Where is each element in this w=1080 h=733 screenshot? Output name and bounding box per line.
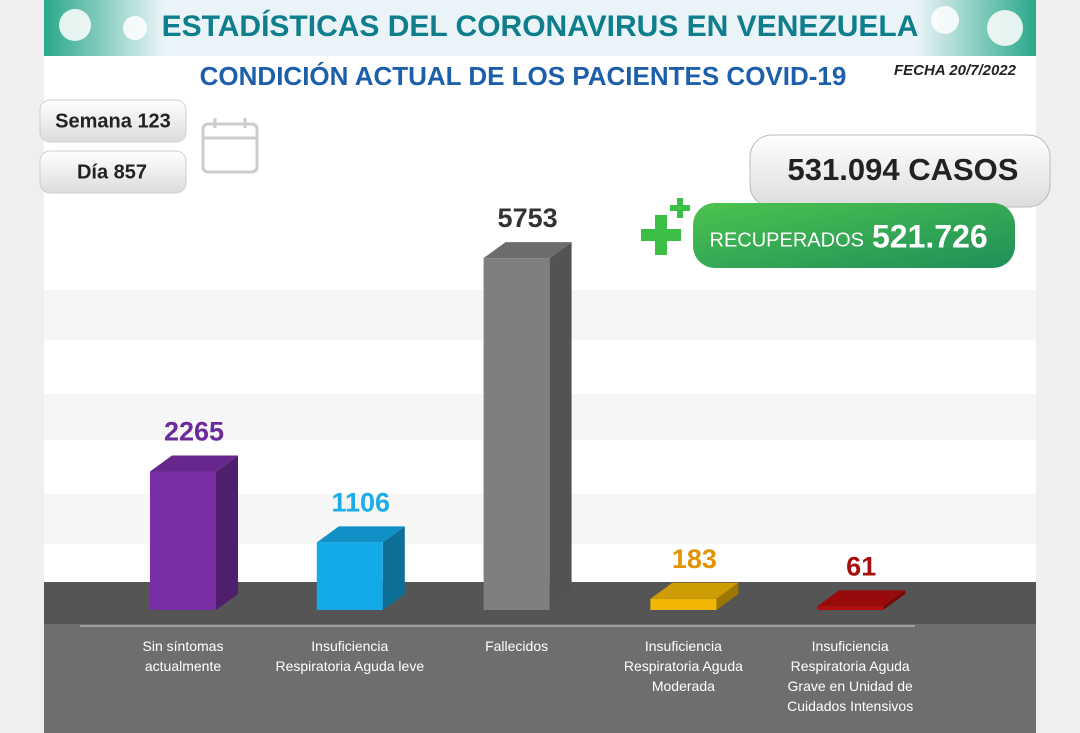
cases: 531.094 CASOS (788, 152, 1019, 187)
bar-top (817, 590, 906, 607)
value-label: 2265 (164, 417, 224, 447)
category-label: Insuficiencia Respiratoria Aguda Moderad… (623, 638, 743, 694)
date: FECHA 20/7/2022 (894, 62, 1017, 79)
label-area (44, 624, 1036, 733)
recovered-label: RECUPERADOS (710, 229, 864, 251)
banner (44, 0, 1036, 56)
recovered-badge (693, 203, 1015, 268)
category-label: Sin síntomas actualmente (142, 638, 224, 674)
recovered: 521.726 (872, 218, 988, 254)
bar (316, 542, 383, 610)
bar-top (650, 582, 739, 599)
bar-side (549, 242, 572, 611)
bar (483, 258, 550, 610)
day-badge (39, 150, 187, 194)
chart-title: ESTADÍSTICAS DEL CORONAVIRUS EN VENEZUEL… (162, 9, 919, 43)
value-label: 5753 (498, 203, 558, 233)
day: Día 857 (77, 161, 147, 183)
bar (150, 471, 216, 610)
category-label: Insuficiencia Respiratoria Aguda leve (275, 638, 425, 674)
bar-side (216, 455, 238, 610)
bar-side (382, 526, 405, 610)
virus-icons (59, 6, 1023, 46)
chart-subtitle: CONDICIÓN ACTUAL DE LOS PACIENTES COVID-… (200, 61, 847, 91)
week: Semana 123 (55, 110, 171, 132)
bar (650, 598, 717, 610)
plus-icons (641, 198, 690, 255)
bar (817, 606, 884, 610)
bar-top (316, 526, 405, 543)
category-label: Insuficiencia Respiratoria Aguda Grave e… (787, 638, 914, 714)
week-badge (39, 99, 187, 143)
value-label: 61 (846, 551, 876, 581)
value-label: 183 (672, 544, 717, 574)
bar-top (483, 242, 572, 259)
value-label: 1106 (332, 487, 391, 517)
calendar-icon (201, 118, 259, 174)
category-label: Fallecidos (485, 638, 549, 654)
bar-top (150, 455, 238, 472)
bar-side (716, 582, 739, 610)
bar-side (883, 590, 906, 610)
